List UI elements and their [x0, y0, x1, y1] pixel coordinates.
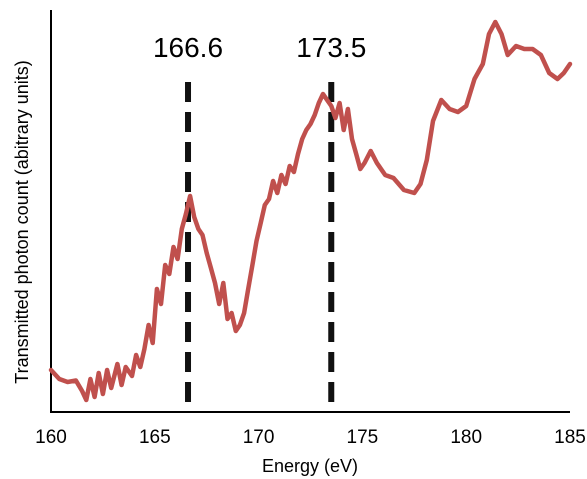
series-line	[48, 19, 573, 403]
x-tick-label: 160	[35, 427, 67, 448]
x-tick-label: 165	[139, 427, 171, 448]
marker-label: 166.6	[153, 32, 223, 63]
y-axis-label: Transmitted photon count (abitrary units…	[12, 60, 32, 383]
x-tick-label: 180	[450, 427, 482, 448]
x-tick-label: 175	[347, 427, 379, 448]
plot-area	[50, 10, 570, 413]
x-tick-layer: 160 165 170 175 180 185	[35, 427, 586, 448]
x-tick-label: 170	[243, 427, 275, 448]
x-axis-label: Energy (eV)	[262, 456, 358, 476]
marker-label: 173.5	[296, 32, 366, 63]
series-layer	[48, 19, 573, 403]
annotation-layer: 166.6 173.5	[153, 32, 366, 404]
x-tick-label: 185	[554, 427, 586, 448]
